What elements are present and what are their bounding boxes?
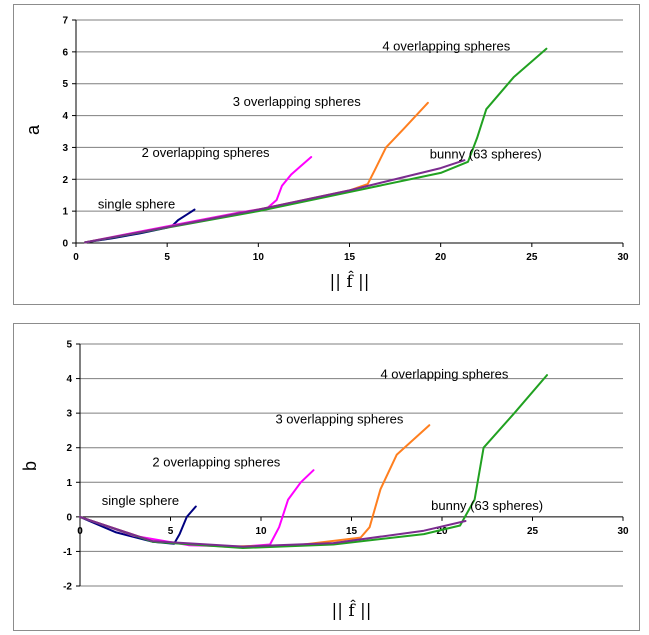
chart-b-y-tick-label: 1 bbox=[66, 478, 72, 489]
chart-a-x-tick-label: 30 bbox=[617, 252, 629, 263]
chart-b-series-bunny-63-spheres bbox=[79, 515, 467, 548]
chart-b-x-tick-label: 10 bbox=[255, 526, 267, 537]
chart-a-x-tick-label: 20 bbox=[435, 252, 447, 263]
chart-b-y-axis-label: b bbox=[20, 461, 40, 471]
chart-a: 0 1 2 3 4 5 6 7 0 5 10 15 20 25 30 a || f̂ || single sphe… bbox=[23, 16, 629, 293]
chart-b-x-tick-label: 0 bbox=[77, 526, 83, 537]
chart-a-y-tick-label: 5 bbox=[62, 79, 68, 90]
chart-b-annotation: 2 overlapping spheres bbox=[152, 455, 280, 470]
chart-b-x-tick-label: 20 bbox=[436, 526, 448, 537]
chart-a-annotation: single sphere bbox=[98, 197, 175, 212]
chart-a-annotation: 2 overlapping spheres bbox=[142, 145, 270, 160]
chart-b-y-tick-label: -2 bbox=[63, 582, 72, 593]
chart-a-y-tick-label: 7 bbox=[62, 16, 68, 27]
chart-b: -2 -1 0 1 2 3 4 5 0 5 10 15 20 25 30 b || f̂ || single sp… bbox=[20, 340, 629, 622]
chart-a-annotation: 4 overlapping spheres bbox=[382, 38, 510, 53]
chart-panel-a: 0 1 2 3 4 5 6 7 0 5 10 15 20 25 30 a || f̂ || single sphe… bbox=[13, 4, 640, 305]
chart-b-x-tick-label: 15 bbox=[346, 526, 358, 537]
chart-a-x-tick-label: 5 bbox=[164, 252, 170, 263]
chart-a-series-3-overlapping-spheres bbox=[84, 101, 429, 244]
chart-b-x-axis-label: || f̂ || bbox=[331, 600, 371, 621]
chart-a-series-4-overlapping-spheres bbox=[84, 47, 548, 244]
chart-b-y-tick-label: 5 bbox=[66, 340, 72, 351]
chart-a-y-tick-label: 4 bbox=[62, 111, 68, 122]
chart-b-y-tick-label: 2 bbox=[66, 443, 72, 454]
chart-b-x-tick-label: 30 bbox=[617, 526, 629, 537]
chart-a-annotation: bunny (63 spheres) bbox=[430, 147, 542, 162]
chart-a-y-tick-label: 2 bbox=[62, 175, 68, 186]
chart-panel-b: -2 -1 0 1 2 3 4 5 0 5 10 15 20 25 30 b || f̂ || single sp… bbox=[13, 323, 640, 631]
chart-b-y-tick-label: 4 bbox=[66, 374, 72, 385]
chart-b-annotation: 3 overlapping spheres bbox=[275, 412, 403, 427]
chart-b-y-tick-label: 0 bbox=[66, 512, 72, 523]
chart-b-annotation: single sphere bbox=[102, 493, 179, 508]
chart-b-x-tick-label: 25 bbox=[527, 526, 539, 537]
chart-b-series-2-overlapping-spheres bbox=[79, 469, 315, 548]
chart-a-y-tick-label: 0 bbox=[62, 239, 68, 250]
chart-a-y-axis-label: a bbox=[23, 124, 43, 135]
chart-a-y-tick-label: 1 bbox=[62, 207, 68, 218]
chart-a-x-tick-label: 15 bbox=[344, 252, 356, 263]
chart-a-annotation: 3 overlapping spheres bbox=[233, 94, 361, 109]
chart-b-y-tick-label: -1 bbox=[63, 547, 72, 558]
chart-b-annotation: 4 overlapping spheres bbox=[380, 367, 508, 382]
chart-a-x-tick-label: 0 bbox=[73, 252, 79, 263]
chart-a-y-tick-label: 6 bbox=[62, 47, 68, 58]
chart-a-series-bunny-63-spheres bbox=[84, 159, 466, 244]
chart-a-y-tick-label: 3 bbox=[62, 143, 68, 154]
chart-a-x-tick-label: 25 bbox=[526, 252, 538, 263]
chart-b-y-tick-label: 3 bbox=[66, 409, 72, 420]
chart-b-annotation: bunny (63 spheres) bbox=[431, 498, 543, 513]
chart-b-x-tick-label: 5 bbox=[168, 526, 174, 537]
chart-b-series-single-sphere bbox=[79, 505, 197, 545]
chart-b-series-4-overlapping-spheres bbox=[79, 374, 548, 549]
chart-a-x-axis-label: || f̂ || bbox=[329, 271, 369, 292]
chart-a-x-tick-label: 10 bbox=[253, 252, 265, 263]
